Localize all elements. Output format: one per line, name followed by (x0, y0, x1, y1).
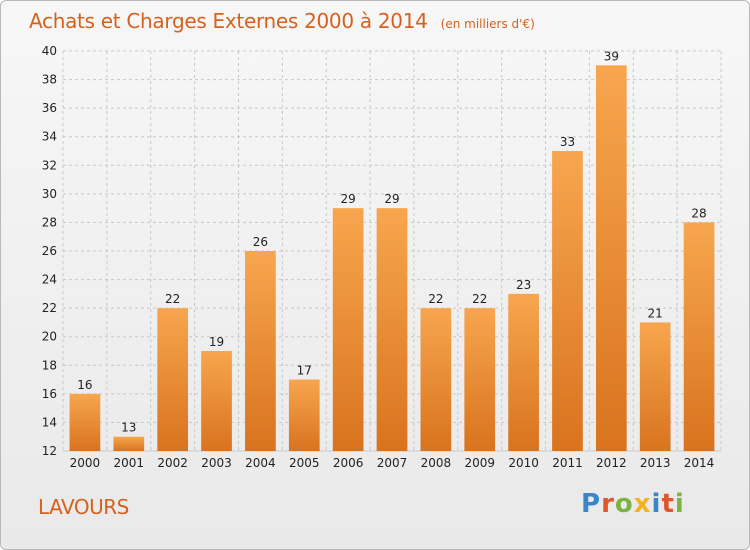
y-tick-label: 40 (42, 44, 57, 58)
logo-letter: r (601, 489, 615, 519)
bar-value-label: 28 (691, 206, 706, 220)
x-tick-label: 2011 (552, 456, 583, 470)
chart-subtitle: (en milliers d'€) (440, 17, 535, 31)
x-tick-label: 2000 (70, 456, 101, 470)
bar (288, 379, 320, 451)
bar-value-label: 29 (384, 192, 399, 206)
bar-value-label: 16 (77, 378, 92, 392)
y-tick-label: 36 (42, 101, 57, 115)
x-tick-label: 2004 (245, 456, 276, 470)
chart-title-block: Achats et Charges Externes 2000 à 2014 (… (29, 9, 535, 33)
axis-layer: 12 14 16 18 20 22 24 26 28 30 32 34 36 38 40 16 2000 13 20… (42, 44, 715, 470)
bar (420, 308, 452, 451)
x-tick-label: 2008 (421, 456, 452, 470)
bar-layer (69, 65, 715, 452)
bar-value-label: 19 (209, 335, 224, 349)
bar-value-label: 33 (560, 135, 575, 149)
bar (508, 293, 539, 451)
y-tick-label: 26 (42, 244, 57, 258)
x-tick-label: 2006 (333, 456, 364, 470)
logo-letter: x (633, 489, 652, 519)
bar (157, 308, 189, 451)
bar (332, 208, 364, 451)
y-tick-label: 18 (42, 358, 57, 372)
x-tick-label: 2010 (508, 456, 539, 470)
logo-letter: P (581, 489, 602, 519)
y-tick-label: 24 (42, 273, 57, 287)
bar-value-label: 39 (604, 49, 619, 63)
bar-value-label: 22 (428, 292, 443, 306)
bar (464, 308, 496, 451)
bar (376, 208, 408, 451)
bar-value-label: 23 (516, 278, 531, 292)
logo-letter: i (674, 489, 685, 519)
town-name: LAVOURS (38, 495, 129, 519)
y-tick-label: 38 (42, 73, 57, 87)
x-tick-label: 2002 (157, 456, 188, 470)
bar-value-label: 13 (121, 421, 136, 435)
y-tick-label: 22 (42, 301, 57, 315)
x-tick-label: 2005 (289, 456, 320, 470)
y-tick-label: 28 (42, 215, 57, 229)
bar-value-label: 21 (648, 306, 663, 320)
proxiti-logo: Proxiti (581, 489, 685, 519)
bar (201, 351, 232, 451)
bar (639, 322, 671, 451)
bar (683, 222, 715, 451)
bar (113, 436, 145, 451)
x-tick-label: 2014 (684, 456, 715, 470)
y-tick-label: 14 (42, 415, 57, 429)
bar-value-label: 22 (472, 292, 487, 306)
logo-letter: t (661, 489, 675, 519)
x-tick-label: 2012 (596, 456, 627, 470)
x-tick-label: 2009 (464, 456, 495, 470)
bar-value-label: 22 (165, 292, 180, 306)
y-tick-label: 16 (42, 387, 57, 401)
bar (552, 151, 583, 451)
y-tick-label: 12 (42, 444, 57, 458)
logo-letter: i (651, 489, 662, 519)
x-tick-label: 2013 (640, 456, 671, 470)
bar-value-label: 29 (340, 192, 355, 206)
logo-letter: o (614, 489, 634, 519)
bar-value-label: 26 (253, 235, 268, 249)
bar (69, 393, 101, 451)
x-tick-label: 2001 (114, 456, 145, 470)
y-tick-label: 34 (42, 130, 57, 144)
bar (245, 251, 276, 451)
bar-value-label: 17 (297, 364, 312, 378)
y-tick-label: 32 (42, 158, 57, 172)
x-tick-label: 2003 (201, 456, 232, 470)
bar (595, 65, 627, 452)
y-tick-label: 30 (42, 187, 57, 201)
y-tick-label: 20 (42, 330, 57, 344)
chart-title: Achats et Charges Externes 2000 à 2014 (29, 9, 428, 33)
x-tick-label: 2007 (377, 456, 408, 470)
